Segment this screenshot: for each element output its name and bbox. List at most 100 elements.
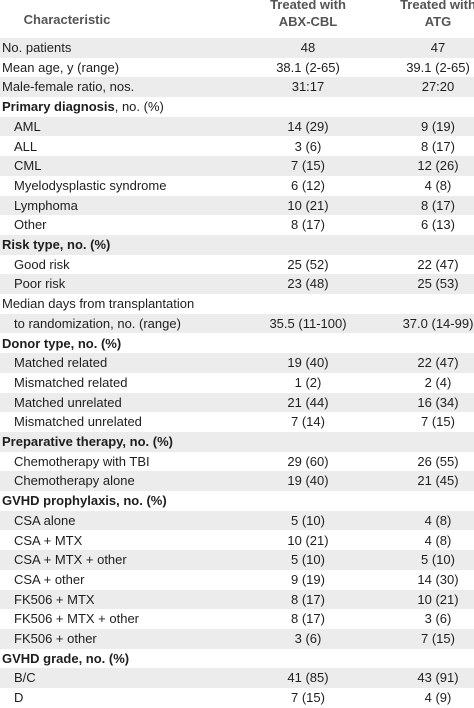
table-row: Preparative therapy, no. (%) xyxy=(0,432,474,452)
table-row: Median days from transplantation xyxy=(0,294,474,314)
value-cell: 48 xyxy=(300,40,316,55)
value-cell: 4 (9) xyxy=(424,690,452,706)
value-cell: 8 (17) xyxy=(291,217,325,233)
value-cell: 22 (47) xyxy=(417,355,459,371)
value-cell: 26 (55) xyxy=(417,453,459,469)
section-label: Primary diagnosis, no. (%) xyxy=(2,97,164,117)
section-title: Primary diagnosis xyxy=(2,99,115,115)
row-label: B/C xyxy=(14,670,36,686)
value-cell: 5 (10) xyxy=(291,512,325,528)
value-cell: 19 (40) xyxy=(287,473,329,489)
table-row: Other 8 (17) 6 (13) xyxy=(0,215,474,235)
table-header: Characteristic Treated with ABX-CBL Trea… xyxy=(0,0,474,39)
table-row: Good risk 25 (52) 22 (47) xyxy=(0,255,474,275)
row-label: ALL xyxy=(14,138,38,154)
row-label: Mismatched unrelated xyxy=(14,414,142,430)
row-label: No. patients xyxy=(2,40,72,55)
row-label: CSA + MTX xyxy=(14,532,83,548)
header-cell: Treated with xyxy=(400,0,474,12)
value-cell: 27:20 xyxy=(421,79,455,95)
value-cell: 2 (4) xyxy=(424,374,452,390)
row-label: Median days from transplantation xyxy=(2,296,195,312)
value-cell: 5 (10) xyxy=(421,552,455,568)
section-label: GVHD prophylaxis, no. (%) xyxy=(2,491,167,511)
row-label: Chemotherapy alone xyxy=(14,473,135,489)
table-row: FK506 + MTX + other 8 (17) 3 (6) xyxy=(0,609,474,629)
value-cell: 25 (52) xyxy=(287,256,329,272)
value-cell: 7 (15) xyxy=(291,158,325,174)
table-row: Chemotherapy alone 19 (40) 21 (45) xyxy=(0,471,474,492)
value-cell: 14 (30) xyxy=(417,571,459,587)
value-cell: 10 (21) xyxy=(287,197,329,213)
table-row: FK506 + other 3 (6) 7 (15) xyxy=(0,629,474,649)
row-label: Poor risk xyxy=(14,276,66,292)
value-cell: 4 (8) xyxy=(424,177,452,193)
value-cell: 6 (12) xyxy=(291,177,325,193)
table-row: D 7 (15) 4 (9) xyxy=(0,688,474,708)
value-cell: 43 (91) xyxy=(417,670,459,686)
value-cell: 31:17 xyxy=(291,79,325,95)
header-cell: ATG xyxy=(424,14,452,29)
value-cell: 22 (47) xyxy=(417,256,459,272)
table-row: ALL 3 (6) 8 (17) xyxy=(0,137,474,157)
value-cell: 3 (6) xyxy=(294,138,322,154)
value-cell: 4 (8) xyxy=(424,512,452,528)
table-row: CSA + MTX + other 5 (10) 5 (10) xyxy=(0,550,474,570)
value-cell: 29 (60) xyxy=(287,453,329,469)
value-cell: 25 (53) xyxy=(417,276,459,292)
table-row: Chemotherapy with TBI 29 (60) 26 (55) xyxy=(0,452,474,472)
value-cell: 8 (17) xyxy=(421,138,455,154)
table-row: Matched unrelated 21 (44) 16 (34) xyxy=(0,392,474,413)
value-cell: 41 (85) xyxy=(287,670,329,686)
table-row: Primary diagnosis, no. (%) xyxy=(0,97,474,117)
section-label: Preparative therapy, no. (%) xyxy=(2,432,173,452)
row-label: Mean age, y (range) xyxy=(2,59,120,75)
row-label: CSA + other xyxy=(14,571,85,587)
row-label: FK506 + MTX + other xyxy=(14,611,140,627)
header-cell: Treated with xyxy=(270,0,346,12)
value-cell: 1 (2) xyxy=(294,374,322,390)
value-cell: 38.1 (2-65) xyxy=(276,59,340,75)
value-cell: 21 (45) xyxy=(417,473,459,489)
table-row: Donor type, no. (%) xyxy=(0,334,474,354)
row-label: Lymphoma xyxy=(14,197,78,213)
table-row: CML 7 (15) 12 (26) xyxy=(0,156,474,176)
value-cell: 23 (48) xyxy=(287,276,329,292)
row-label: Mismatched related xyxy=(14,374,128,390)
table-row: Lymphoma 10 (21) 8 (17) xyxy=(0,195,474,216)
row-label: Matched related xyxy=(14,355,108,371)
table-row: No. patients 48 47 xyxy=(0,38,474,58)
value-cell: 9 (19) xyxy=(421,118,455,134)
section-title: GVHD prophylaxis, no. (%) xyxy=(2,493,167,509)
value-cell: 3 (6) xyxy=(294,631,322,646)
table-row: FK506 + MTX 8 (17) 10 (21) xyxy=(0,589,474,610)
value-cell: 7 (15) xyxy=(421,414,455,430)
value-cell: 9 (19) xyxy=(291,571,325,587)
value-cell: 8 (17) xyxy=(291,591,325,607)
value-cell: 7 (15) xyxy=(291,690,325,706)
table-row: Poor risk 23 (48) 25 (53) xyxy=(0,274,474,295)
row-label: to randomization, no. (range) xyxy=(14,315,181,331)
value-cell: 12 (26) xyxy=(417,158,459,174)
section-note: , no. (%) xyxy=(114,99,164,115)
table-row: CSA + other 9 (19) 14 (30) xyxy=(0,570,474,590)
value-cell: 10 (21) xyxy=(287,532,329,548)
header-cell: ABX-CBL xyxy=(278,14,338,29)
row-label: Matched unrelated xyxy=(14,394,122,410)
table-row: Male-female ratio, nos. 31:17 27:20 xyxy=(0,77,474,98)
row-label: CML xyxy=(14,158,42,174)
value-cell: 5 (10) xyxy=(291,552,325,568)
table-row: CSA alone 5 (10) 4 (8) xyxy=(0,510,474,531)
value-cell: 4 (8) xyxy=(424,532,452,548)
value-cell: 6 (13) xyxy=(421,217,455,233)
value-cell: 39.1 (2-65) xyxy=(406,59,470,75)
value-cell: 35.5 (11-100) xyxy=(269,315,347,331)
table-row: Myelodysplastic syndrome 6 (12) 4 (8) xyxy=(0,176,474,196)
value-cell: 14 (29) xyxy=(287,118,329,134)
value-cell: 3 (6) xyxy=(424,611,452,627)
table-row: Mean age, y (range) 38.1 (2-65) 39.1 (2-65… xyxy=(0,58,474,78)
value-cell: 10 (21) xyxy=(417,591,459,607)
row-label: AML xyxy=(14,118,41,134)
value-cell: 8 (17) xyxy=(291,611,325,627)
